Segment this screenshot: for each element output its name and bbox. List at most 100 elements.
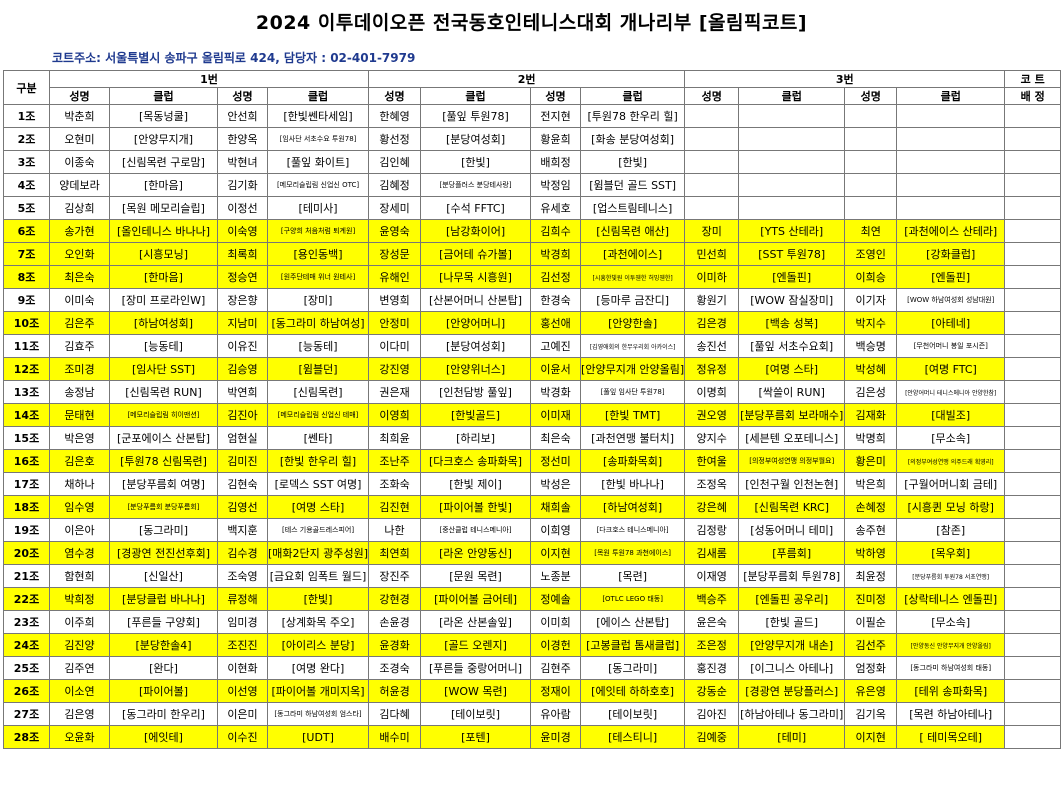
player-name: 김은주 bbox=[49, 311, 110, 335]
player-club: [푸른들 중랑어머니] bbox=[420, 656, 532, 680]
player-name: 류정해 bbox=[217, 587, 268, 611]
player-name: 김효주 bbox=[49, 334, 110, 358]
player-name: 정유정 bbox=[684, 357, 740, 381]
player-name: 채희솔 bbox=[530, 495, 582, 519]
player-club: [여명 스타] bbox=[738, 357, 846, 381]
player-club: [SST 투원78] bbox=[738, 242, 846, 266]
group-label: 8조 bbox=[3, 265, 50, 289]
player-name bbox=[844, 150, 898, 174]
player-name: 권은재 bbox=[368, 380, 422, 404]
court-assign-cell bbox=[1004, 587, 1062, 611]
player-club: [수석 FFTC] bbox=[420, 196, 532, 220]
player-club: [동그라미 하남여성] bbox=[266, 311, 370, 335]
player-club: [강화클럽] bbox=[896, 242, 1006, 266]
court-assign-cell bbox=[1004, 495, 1062, 519]
player-name: 홍진경 bbox=[684, 656, 740, 680]
header-club: 클럽 bbox=[896, 87, 1006, 105]
court-assign-cell bbox=[1004, 357, 1062, 381]
player-club: [UDT] bbox=[266, 725, 370, 749]
player-club: [한빛 제이] bbox=[420, 472, 532, 496]
court-assign-cell bbox=[1004, 242, 1062, 266]
player-name: 이미숙 bbox=[49, 288, 110, 312]
header-assign: 배 정 bbox=[1004, 87, 1062, 105]
player-name: 박은영 bbox=[49, 426, 110, 450]
group-label: 21조 bbox=[3, 564, 50, 588]
table-row: 12조 조미경 [임사단 SST] 김승영 [윔블던] 강진영 [안양위너스] 이윤서 [안양무… bbox=[3, 357, 1062, 381]
player-name: 백지훈 bbox=[217, 518, 268, 542]
player-name: 이지현 bbox=[530, 541, 582, 565]
player-club: [문원 목련] bbox=[420, 564, 532, 588]
player-name: 엄현실 bbox=[217, 426, 268, 450]
player-name: 한경숙 bbox=[530, 288, 582, 312]
court-assign-cell bbox=[1004, 725, 1062, 749]
player-name: 최은숙 bbox=[49, 265, 110, 289]
player-club: [백송 성복] bbox=[738, 311, 846, 335]
player-name: 엄정화 bbox=[844, 656, 898, 680]
player-name: 김은호 bbox=[49, 449, 110, 473]
player-club: [파이어볼 개미지옥] bbox=[266, 679, 370, 703]
player-club: [YTS 산테라] bbox=[738, 219, 846, 243]
player-club: [원주단테매 위너 원테사] bbox=[266, 265, 370, 289]
player-club: [신림목련] bbox=[266, 380, 370, 404]
player-club: [한빛 한우리 힐] bbox=[266, 449, 370, 473]
group-label: 17조 bbox=[3, 472, 50, 496]
player-name: 김진현 bbox=[368, 495, 422, 519]
group-label: 9조 bbox=[3, 288, 50, 312]
player-club: [용인동백] bbox=[266, 242, 370, 266]
court-assign-cell bbox=[1004, 265, 1062, 289]
group-label: 12조 bbox=[3, 357, 50, 381]
player-name: 함현희 bbox=[49, 564, 110, 588]
table-row: 1조 박춘희 [목동넝쿨] 안선희 [한빛쎈타세임] 한혜영 [풀잎 투원78] 전지현 [투원… bbox=[3, 104, 1062, 128]
table-row: 18조 임수영 [분당푸름회 분당푸름회] 김영선 [여명 스타] 김진현 [파이어볼 한빛… bbox=[3, 495, 1062, 519]
player-club: [시흥한빛원 이투웬한 허밍웬한] bbox=[580, 265, 686, 289]
player-name: 고예진 bbox=[530, 334, 582, 358]
player-club: [하남여성회] bbox=[580, 495, 686, 519]
player-club: [다크호스 송파화목] bbox=[420, 449, 532, 473]
player-club: [목우회] bbox=[896, 541, 1006, 565]
player-club: [윔블던] bbox=[266, 357, 370, 381]
player-name: 조화숙 bbox=[368, 472, 422, 496]
player-club: [에이스 산본탑] bbox=[580, 610, 686, 634]
player-club: [목련 하남아테나] bbox=[896, 702, 1006, 726]
player-name: 박현녀 bbox=[217, 150, 268, 174]
header-name: 성명 bbox=[49, 87, 110, 105]
player-name: 황윤희 bbox=[530, 127, 582, 151]
player-name: 김예중 bbox=[684, 725, 740, 749]
player-name: 송진선 bbox=[684, 334, 740, 358]
player-club: [분당여성회] bbox=[420, 127, 532, 151]
table-row: 26조 이소연 [파이어볼] 이선영 [파이어볼 개미지옥] 허윤경 [WOW 목련] 정재이… bbox=[3, 679, 1062, 703]
group-label: 5조 bbox=[3, 196, 50, 220]
player-name: 조영인 bbox=[844, 242, 898, 266]
player-name: 조난주 bbox=[368, 449, 422, 473]
player-club: [풀잎 화이트] bbox=[266, 150, 370, 174]
player-club: [목원 투원78 과천에이스] bbox=[580, 541, 686, 565]
player-name: 양데보라 bbox=[49, 173, 110, 197]
player-club: [군포에이스 산본탑] bbox=[109, 426, 218, 450]
group-label: 15조 bbox=[3, 426, 50, 450]
group-label: 6조 bbox=[3, 219, 50, 243]
player-club: [분당클럽 바나나] bbox=[109, 587, 218, 611]
player-club: [한빛] bbox=[420, 150, 532, 174]
player-name bbox=[844, 104, 898, 128]
player-name: 김재화 bbox=[844, 403, 898, 427]
table-row: 15조 박은영 [군포에이스 산본탑] 엄현실 [쎈타] 최희윤 [하리보] 최은숙 [과천연맹… bbox=[3, 426, 1062, 450]
player-club: [안양무지개] bbox=[109, 127, 218, 151]
player-name: 황원기 bbox=[684, 288, 740, 312]
player-name: 장은향 bbox=[217, 288, 268, 312]
player-club bbox=[738, 196, 846, 220]
player-name: 황선정 bbox=[368, 127, 422, 151]
player-name: 최록희 bbox=[217, 242, 268, 266]
player-club: [한마음] bbox=[109, 265, 218, 289]
player-club: [윔블던 골드 SST] bbox=[580, 173, 686, 197]
group-label: 11조 bbox=[3, 334, 50, 358]
player-club: [신림목련 KRC] bbox=[738, 495, 846, 519]
player-club: [안양무지개 안양올림] bbox=[580, 357, 686, 381]
player-club: [한빛쎈타세임] bbox=[266, 104, 370, 128]
player-name: 이선영 bbox=[217, 679, 268, 703]
court-assign-cell bbox=[1004, 403, 1062, 427]
player-club: [목련] bbox=[580, 564, 686, 588]
player-name: 안선희 bbox=[217, 104, 268, 128]
player-name: 김아진 bbox=[684, 702, 740, 726]
player-name: 이미희 bbox=[530, 610, 582, 634]
group-label: 22조 bbox=[3, 587, 50, 611]
